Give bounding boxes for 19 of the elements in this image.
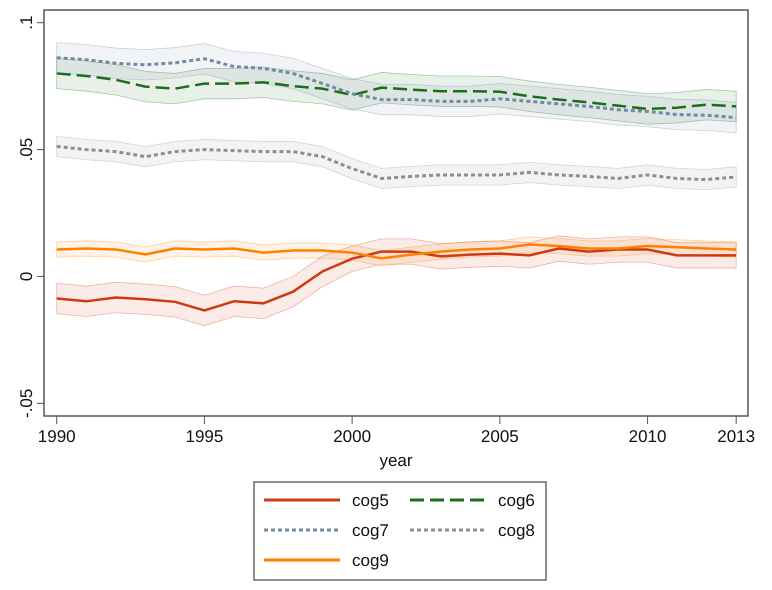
x-tick-label: 2000 — [333, 427, 372, 446]
y-tick-label: .1 — [17, 16, 36, 30]
x-axis-title: year — [379, 451, 413, 470]
y-tick-label: -.05 — [17, 388, 36, 418]
legend-label: cog9 — [352, 551, 389, 570]
line-series — [55, 243, 738, 260]
y-tick-label: 0 — [17, 272, 36, 282]
line-series — [55, 247, 738, 312]
x-tick-label: 2013 — [717, 427, 756, 446]
x-tick-label: 1990 — [38, 427, 76, 446]
y-tick-label: .05 — [17, 138, 36, 162]
line-series — [55, 72, 738, 110]
legend-label: cog8 — [498, 521, 535, 540]
legend-label: cog6 — [498, 491, 535, 510]
legend-label: cog5 — [352, 491, 389, 510]
x-tick-label: 1995 — [186, 427, 224, 446]
x-tick-label: 2005 — [480, 427, 519, 446]
legend-label: cog7 — [352, 521, 389, 540]
x-tick-label: 2010 — [628, 427, 666, 446]
